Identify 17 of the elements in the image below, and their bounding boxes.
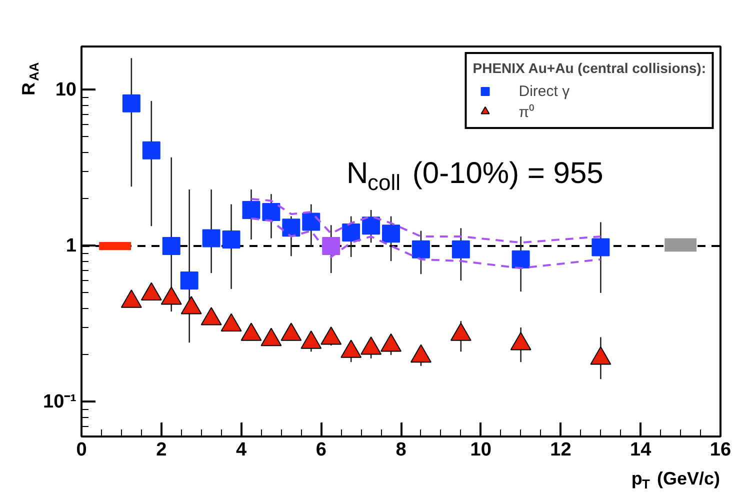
x-tick-label: 12 — [550, 440, 572, 460]
x-tick-label: 14 — [630, 440, 652, 460]
line-series — [250, 198, 602, 244]
y-tick-label: 1 — [66, 235, 77, 256]
x-tick-label: 8 — [396, 440, 406, 460]
y-axis-title: RAA — [18, 62, 42, 96]
legend-label: π⁰ — [518, 103, 536, 121]
y-tick-label: 10⁻¹ — [43, 391, 77, 412]
y-tick-label: 10 — [55, 79, 77, 100]
x-tick-label: 6 — [316, 440, 326, 460]
x-tick-label: 16 — [710, 440, 732, 460]
legend-label: Direct γ — [518, 82, 570, 100]
x-tick-label: 2 — [156, 440, 167, 460]
x-tick-label: 4 — [236, 440, 247, 460]
x-tick-label: 0 — [76, 440, 87, 460]
x-tick-label: 10 — [470, 440, 492, 460]
legend-title: PHENIX Au+Au (central collisions): — [472, 60, 706, 76]
